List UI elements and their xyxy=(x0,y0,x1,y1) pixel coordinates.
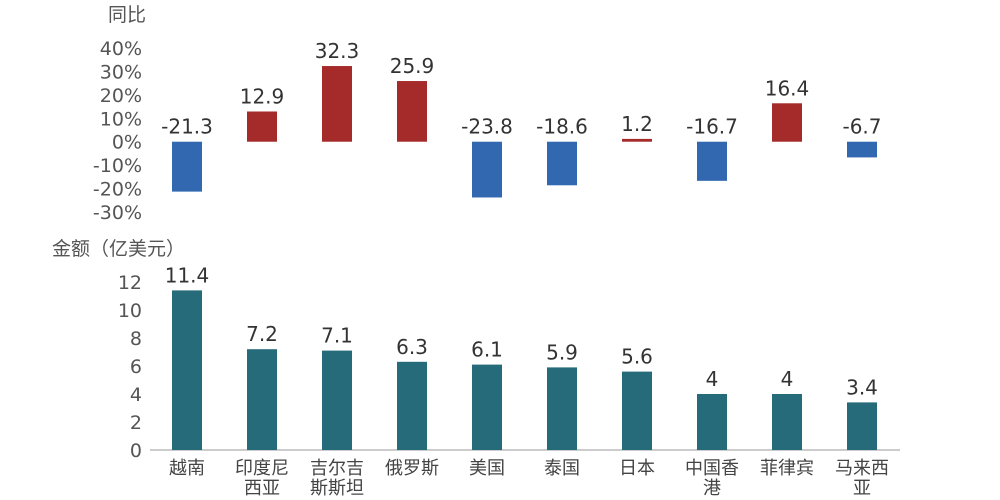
amount-y-tick-label: 4 xyxy=(130,384,142,406)
category-label: 西亚 xyxy=(244,478,280,499)
yoy-data-label: -21.3 xyxy=(161,115,213,139)
yoy-bar xyxy=(697,141,727,181)
yoy-y-tick-label: 10% xyxy=(100,108,142,130)
amount-y-ticks: 12 10 8 6 4 2 0 xyxy=(118,272,142,462)
amount-bars xyxy=(172,290,877,450)
yoy-data-label: 12.9 xyxy=(240,84,285,108)
yoy-y-tick-label: 0% xyxy=(112,132,142,154)
amount-y-tick-label: 10 xyxy=(118,300,142,322)
amount-bar xyxy=(472,364,502,450)
amount-bar xyxy=(847,402,877,450)
yoy-chart: 同比 40%30%20%10%0%-10%-20%-30% -21.3 12.9 3… xyxy=(93,4,882,224)
amount-data-label: 3.4 xyxy=(846,375,878,399)
yoy-data-label: -16.7 xyxy=(686,115,738,139)
yoy-y-tick-label: 20% xyxy=(100,85,142,107)
yoy-bar xyxy=(622,138,652,142)
amount-data-label: 7.2 xyxy=(246,322,278,346)
amount-bar xyxy=(172,290,202,450)
amount-axis-title: 金额（亿美元） xyxy=(52,238,185,260)
yoy-bar xyxy=(547,141,577,186)
amount-data-label: 11.4 xyxy=(165,263,210,287)
yoy-data-label: 25.9 xyxy=(390,54,435,78)
amount-data-label: 4 xyxy=(706,367,719,391)
yoy-bar xyxy=(472,141,502,198)
category-label: 越南 xyxy=(169,458,205,479)
amount-bar xyxy=(697,394,727,450)
category-label: 中国香 xyxy=(685,458,739,479)
category-label: 印度尼 xyxy=(235,458,289,479)
yoy-y-tick-label: 40% xyxy=(100,38,142,60)
yoy-data-labels: -21.3 12.9 32.3 25.9 -23.8 -18.6 1.2 -16.7 16.4 -… xyxy=(161,39,881,139)
yoy-bar xyxy=(172,141,202,192)
category-label: 斯斯坦 xyxy=(310,478,364,499)
category-label: 亚 xyxy=(853,478,871,499)
category-label: 港 xyxy=(703,478,721,499)
amount-data-label: 6.3 xyxy=(396,335,428,359)
amount-chart: 金额（亿美元） 12 10 8 6 4 2 0 11.4 7.2 7.1 6.3 6.1 5.9 5.6… xyxy=(52,238,900,499)
yoy-data-label: -23.8 xyxy=(461,115,513,139)
yoy-bar xyxy=(397,81,427,142)
category-label: 泰国 xyxy=(544,458,580,479)
yoy-data-label: -18.6 xyxy=(536,115,588,139)
yoy-bar xyxy=(322,66,352,142)
amount-bar xyxy=(772,394,802,450)
yoy-axis-title: 同比 xyxy=(108,4,146,26)
yoy-bars xyxy=(172,66,877,198)
category-label: 美国 xyxy=(469,458,505,479)
yoy-y-tick-label: -20% xyxy=(93,179,142,201)
yoy-y-ticks: 40%30%20%10%0%-10%-20%-30% xyxy=(93,38,142,224)
yoy-data-label: 1.2 xyxy=(621,112,653,136)
category-label: 日本 xyxy=(619,458,655,479)
category-label: 马来西 xyxy=(835,458,889,479)
amount-bar xyxy=(397,361,427,450)
yoy-data-label: 32.3 xyxy=(315,39,360,63)
yoy-data-label: 16.4 xyxy=(765,76,810,100)
amount-bar xyxy=(547,367,577,450)
amount-y-tick-label: 12 xyxy=(118,272,142,294)
amount-y-tick-label: 8 xyxy=(130,328,142,350)
yoy-y-tick-label: 30% xyxy=(100,61,142,83)
amount-y-tick-label: 6 xyxy=(130,356,142,378)
amount-bar xyxy=(247,349,277,450)
amount-data-labels: 11.4 7.2 7.1 6.3 6.1 5.9 5.6 4 4 3.4 xyxy=(165,263,878,399)
amount-y-tick-label: 2 xyxy=(130,412,142,434)
amount-data-label: 4 xyxy=(781,367,794,391)
yoy-y-tick-label: -30% xyxy=(93,202,142,224)
category-label: 俄罗斯 xyxy=(385,458,439,479)
yoy-bar xyxy=(847,141,877,158)
yoy-y-tick-label: -10% xyxy=(93,155,142,177)
amount-y-tick-label: 0 xyxy=(130,440,142,462)
amount-data-label: 5.9 xyxy=(546,340,578,364)
category-label: 菲律宾 xyxy=(760,458,814,479)
category-label: 吉尔吉 xyxy=(310,458,364,479)
amount-data-label: 5.6 xyxy=(621,345,653,369)
amount-data-label: 7.1 xyxy=(321,324,353,348)
yoy-bar xyxy=(772,103,802,142)
amount-bar xyxy=(622,371,652,450)
yoy-bar xyxy=(247,111,277,142)
amount-data-label: 6.1 xyxy=(471,338,503,362)
yoy-data-label: -6.7 xyxy=(842,115,881,139)
amount-bar xyxy=(322,350,352,450)
